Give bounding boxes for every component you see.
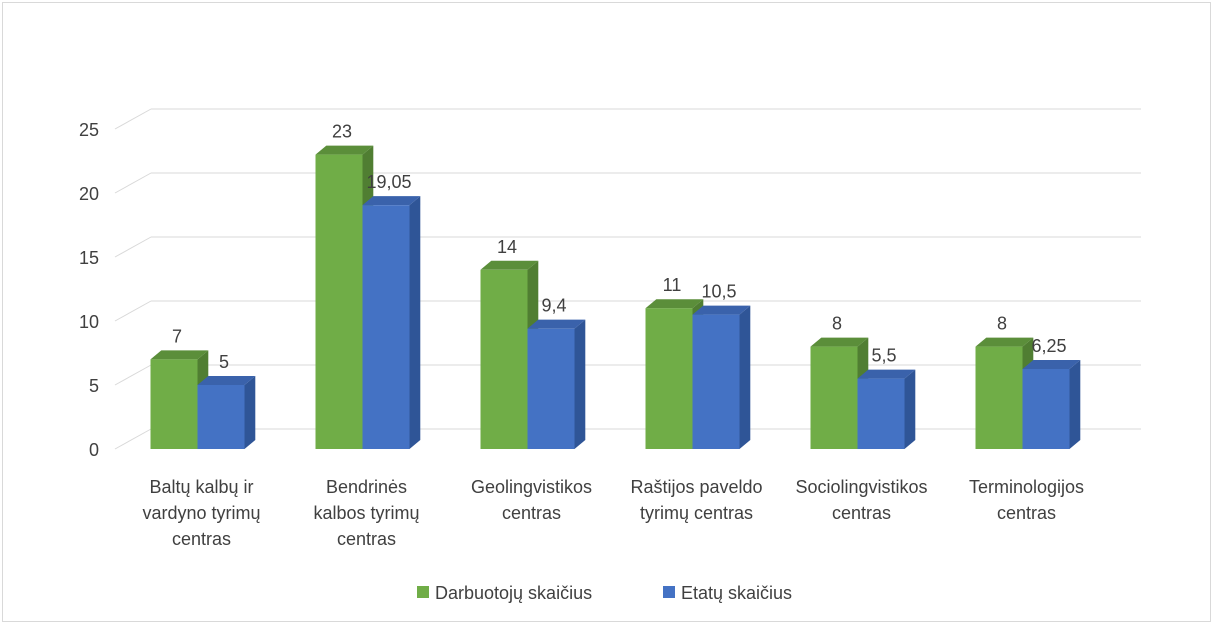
bar-top [1022, 360, 1081, 369]
bar-side [574, 319, 586, 449]
category-label: kalbos tyrimų [313, 503, 419, 523]
bar [197, 385, 245, 449]
data-label: 11 [663, 275, 682, 295]
y-tick-label: 20 [79, 184, 99, 204]
category-label: Sociolingvistikos [795, 477, 927, 497]
bar-top [975, 337, 1034, 347]
bar-top [527, 319, 586, 329]
bar-top [857, 369, 916, 379]
bar-top [315, 145, 374, 155]
y-tick-label: 0 [89, 440, 99, 460]
y-tick-label: 5 [89, 376, 99, 396]
bar [810, 346, 858, 449]
data-label: 5 [219, 352, 229, 372]
category-label: Terminologijos [969, 477, 1084, 497]
bar-side [904, 369, 916, 449]
category-label: Bendrinės [326, 477, 407, 497]
bar-side [244, 376, 256, 449]
legend-label: Etatų skaičius [681, 583, 792, 603]
gridline-diagonal [114, 364, 152, 386]
data-label: 19,05 [366, 172, 411, 192]
category-label: centras [502, 503, 561, 523]
y-axis-ticks: 0 5 10 15 20 25 [79, 120, 99, 460]
category-label: centras [832, 503, 891, 523]
category-label: vardyno tyrimų [142, 503, 260, 523]
bar [315, 154, 363, 449]
legend: Darbuotojų skaičius Etatų skaičius [417, 583, 792, 603]
bar [692, 314, 740, 449]
gridline-diagonal [114, 108, 152, 130]
gridline-diagonal [114, 428, 152, 450]
category-label: centras [997, 503, 1056, 523]
gridline-diagonal [114, 172, 152, 194]
bar-top [197, 376, 256, 385]
y-tick-label: 15 [79, 248, 99, 268]
category-label: Baltų kalbų ir [149, 477, 253, 497]
data-label: 8 [832, 314, 842, 334]
bar [857, 378, 905, 449]
bar [645, 308, 693, 449]
data-label: 6,25 [1031, 336, 1066, 356]
bar-top [645, 299, 704, 309]
category-label: Geolingvistikos [471, 477, 592, 497]
bar [480, 269, 528, 449]
data-label: 5,5 [871, 346, 896, 366]
bar [975, 346, 1023, 449]
bars [150, 145, 1081, 449]
legend-swatch [663, 586, 675, 598]
bar-side [1069, 360, 1081, 449]
bar [527, 328, 575, 449]
category-labels: Baltų kalbų ir vardyno tyrimų centras Bendr… [142, 477, 1084, 549]
category-label: Raštijos paveldo [630, 477, 762, 497]
bar-side [409, 196, 421, 449]
category-label: centras [172, 529, 231, 549]
bar-side [739, 305, 751, 449]
bar [362, 205, 410, 449]
data-label: 14 [497, 237, 517, 257]
category-label: centras [337, 529, 396, 549]
gridline-diagonal [114, 236, 152, 258]
bar [1022, 369, 1070, 449]
data-label: 7 [172, 326, 182, 346]
data-labels: 7 5 23 19,05 14 9,4 11 10,5 8 5,5 8 6,25 [172, 122, 1067, 372]
y-tick-label: 25 [79, 120, 99, 140]
bar [150, 359, 198, 449]
legend-swatch [417, 586, 429, 598]
data-label: 9,4 [541, 296, 566, 316]
gridline-diagonal [114, 300, 152, 322]
bar-top [362, 196, 421, 206]
bar-top [480, 260, 539, 270]
bar-top [150, 350, 209, 360]
legend-label: Darbuotojų skaičius [435, 583, 592, 603]
data-label: 8 [997, 314, 1007, 334]
data-label: 23 [332, 122, 352, 142]
bar-chart: 0 5 10 15 20 25 7 5 23 19,05 14 9,4 11 10,5 8 5,5 8 6,25… [79, 108, 1141, 603]
category-label: tyrimų centras [640, 503, 753, 523]
bar-top [810, 337, 869, 347]
y-tick-label: 10 [79, 312, 99, 332]
data-label: 10,5 [701, 282, 736, 302]
bar-top [692, 305, 751, 315]
